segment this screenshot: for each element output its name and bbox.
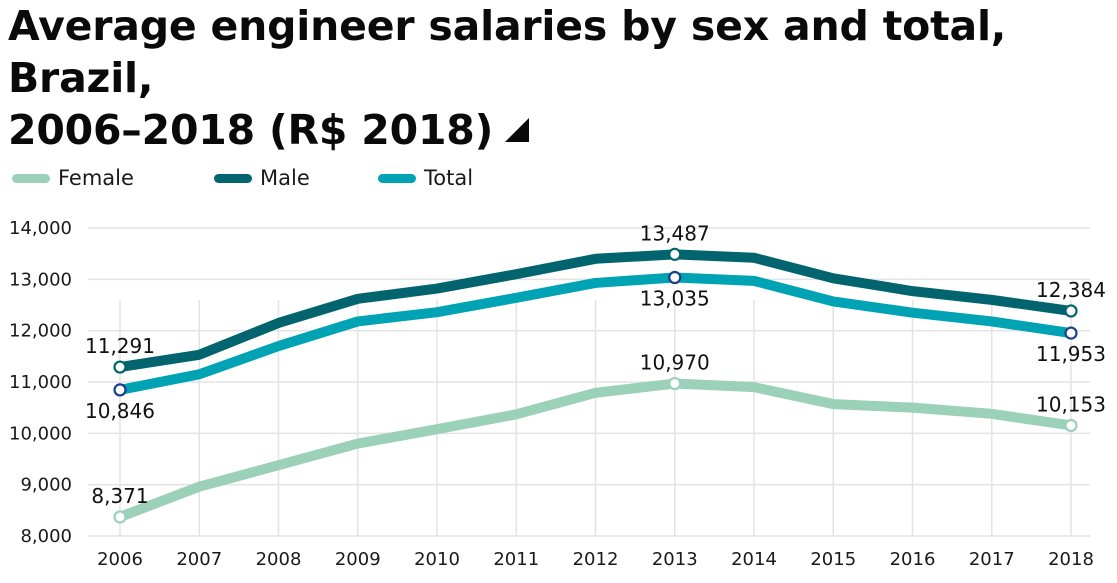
chart-title-line2: 2006–2018 (R$ 2018)	[8, 106, 494, 154]
expand-triangle-icon[interactable]	[505, 118, 530, 142]
series-line-total	[115, 272, 1076, 395]
legend-swatch-female	[12, 173, 50, 183]
data-label: 12,384	[1036, 278, 1106, 302]
x-tick-label: 2014	[731, 549, 777, 570]
legend-label-male: Male	[260, 166, 310, 190]
x-tick-label: 2009	[335, 549, 381, 570]
data-point-marker	[668, 247, 682, 261]
data-label: 11,291	[85, 334, 155, 358]
data-point-marker	[1064, 418, 1078, 433]
data-point-marker	[668, 270, 682, 285]
data-label: 13,487	[640, 221, 710, 245]
x-tick-label: 2012	[573, 549, 619, 570]
x-tick-label: 2016	[890, 549, 936, 570]
data-point-marker	[1064, 326, 1078, 340]
data-label: 11,953	[1036, 342, 1106, 366]
y-tick-label: 9,000	[20, 475, 72, 496]
legend-item-total[interactable]: Total	[378, 166, 473, 190]
y-tick-label: 13,000	[9, 269, 72, 290]
data-point-marker	[113, 383, 127, 397]
x-tick-label: 2006	[97, 549, 143, 570]
data-label: 8,371	[91, 484, 148, 508]
x-tick-label: 2015	[810, 549, 856, 570]
legend-label-total: Total	[424, 166, 474, 190]
y-tick-label: 12,000	[9, 321, 72, 342]
y-tick-label: 11,000	[9, 372, 72, 393]
x-tick-label: 2017	[969, 549, 1015, 570]
legend-label-female: Female	[58, 166, 134, 190]
data-label: 10,153	[1036, 392, 1106, 416]
series-line-female	[115, 378, 1076, 522]
x-tick-label: 2011	[493, 549, 539, 570]
legend-item-female[interactable]: Female	[12, 166, 214, 190]
x-tick-label: 2010	[414, 549, 460, 570]
data-label: 13,035	[640, 287, 710, 311]
chart-legend: Female Male Total	[12, 166, 473, 190]
legend-item-male[interactable]: Male	[214, 166, 378, 190]
y-tick-label: 14,000	[9, 218, 72, 239]
x-tick-label: 2018	[1048, 549, 1094, 570]
y-tick-label: 10,000	[9, 423, 72, 444]
x-tick-label: 2013	[652, 549, 698, 570]
data-point-marker	[113, 360, 127, 374]
data-point-marker	[1064, 304, 1078, 318]
chart-title-line1: Average engineer salaries by sex and tot…	[8, 2, 1007, 102]
data-point-marker	[113, 510, 127, 524]
x-tick-label: 2007	[176, 549, 222, 570]
legend-swatch-total	[378, 173, 416, 183]
x-tick-label: 2008	[256, 549, 302, 570]
y-tick-label: 8,000	[20, 526, 72, 547]
data-point-marker	[668, 376, 682, 391]
legend-swatch-male	[214, 173, 252, 183]
chart-title: Average engineer salaries by sex and tot…	[8, 0, 1117, 156]
series-line-male	[115, 249, 1076, 373]
data-label: 10,970	[640, 351, 710, 375]
data-label: 10,846	[85, 399, 155, 423]
